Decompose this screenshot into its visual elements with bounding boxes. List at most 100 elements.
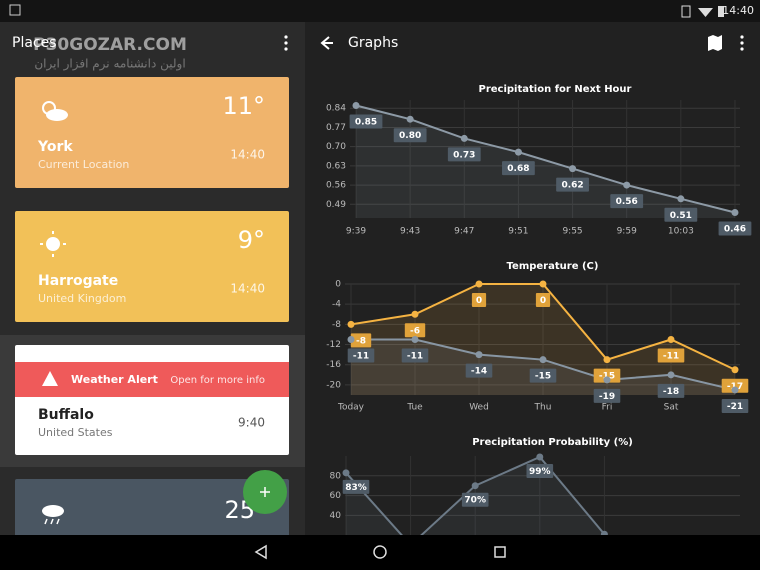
y-tick-label: 40 xyxy=(330,511,342,521)
area xyxy=(351,284,735,395)
alert-action[interactable]: Open for more info xyxy=(170,375,265,386)
label-bg xyxy=(465,363,493,378)
watermark-tagline: اولین دانشنامه نرم افزار ایران xyxy=(34,57,185,72)
data-label: 70% xyxy=(464,496,486,506)
data-label: -8 xyxy=(356,336,366,346)
data-label: 0 xyxy=(540,296,546,306)
graphs-menu[interactable] xyxy=(740,35,744,51)
area xyxy=(356,105,735,218)
x-tick-label: 10:03 xyxy=(668,227,694,237)
label-bg xyxy=(526,463,554,478)
point xyxy=(406,115,414,123)
label-bg xyxy=(610,194,644,209)
line xyxy=(355,104,736,214)
label-bg xyxy=(349,114,383,129)
label-bg xyxy=(657,348,685,363)
alert-title: Weather Alert xyxy=(71,373,158,386)
chart: Precipitation for Next Hour 0.49 0.56 0.63 0… xyxy=(326,84,752,237)
label-bg xyxy=(664,207,698,222)
y-tick-label: 80 xyxy=(330,471,342,481)
point xyxy=(475,280,483,288)
back-button[interactable] xyxy=(320,36,333,50)
point xyxy=(623,181,631,189)
data-label: 0.80 xyxy=(399,131,421,141)
status-time: 14:40 xyxy=(722,4,754,17)
x-tick-label: Sat xyxy=(664,403,679,413)
area xyxy=(351,339,735,395)
data-label: 0.56 xyxy=(616,197,638,207)
label-bg xyxy=(342,479,370,494)
label-bg xyxy=(393,128,427,143)
places-menu[interactable] xyxy=(284,35,288,51)
point xyxy=(677,195,685,203)
data-label: 0.68 xyxy=(507,164,529,174)
label-bg xyxy=(461,492,489,507)
point xyxy=(539,356,547,364)
point xyxy=(603,376,611,384)
data-label: -15 xyxy=(535,372,551,382)
y-tick-label: 60 xyxy=(330,491,342,501)
place-name: York xyxy=(37,139,73,155)
x-tick-label: 9:43 xyxy=(400,227,420,237)
nav-recents[interactable] xyxy=(494,546,506,558)
label-bg xyxy=(721,378,749,393)
place-time: 14:40 xyxy=(230,148,265,162)
x-tick-label: 9:47 xyxy=(454,227,474,237)
point xyxy=(667,371,675,379)
map-button[interactable] xyxy=(708,35,722,51)
data-label: 0.51 xyxy=(670,211,692,221)
charts: Precipitation for Next Hour 0.49 0.56 0.63 0… xyxy=(326,84,752,556)
place-region: United States xyxy=(38,426,113,439)
y-tick-label: 0.70 xyxy=(326,142,346,152)
battery-icon xyxy=(718,6,724,17)
point xyxy=(411,336,419,343)
data-label: 0 xyxy=(476,296,482,306)
graphs-title: Graphs xyxy=(348,35,398,51)
chart-title: Temperature (C) xyxy=(507,261,599,272)
add-button[interactable] xyxy=(243,470,287,514)
point xyxy=(514,148,522,156)
place-card[interactable]: Weather Alert Open for more info Buffalo… xyxy=(15,345,289,455)
label-bg xyxy=(447,147,481,162)
watermark-site: P30GOZAR.COM xyxy=(33,35,187,55)
point xyxy=(460,134,468,142)
label-bg xyxy=(471,293,487,307)
x-tick-label: 9:51 xyxy=(508,227,528,237)
place-card[interactable]: 11° York Current Location 14:40 xyxy=(15,77,289,188)
place-time: 9:40 xyxy=(238,416,265,430)
nav-home[interactable] xyxy=(373,545,387,559)
nav-back[interactable] xyxy=(254,544,267,560)
data-label: -11 xyxy=(407,352,423,362)
x-tick-label: Tue xyxy=(406,403,423,413)
navigation-bar xyxy=(0,535,760,570)
point xyxy=(411,310,419,318)
label-bg xyxy=(529,368,557,383)
point xyxy=(471,482,479,490)
y-tick-label: -16 xyxy=(326,360,341,370)
point xyxy=(536,453,544,461)
data-label: -19 xyxy=(599,392,615,402)
place-region: United Kingdom xyxy=(38,292,126,305)
label-bg xyxy=(347,348,375,363)
point xyxy=(347,320,355,328)
data-label: 83% xyxy=(345,483,367,493)
point xyxy=(603,356,611,364)
vibrate-icon xyxy=(681,5,691,18)
y-tick-label: 0.49 xyxy=(326,200,346,210)
y-tick-label: -20 xyxy=(326,380,341,390)
data-label: -11 xyxy=(353,352,369,362)
temperature: 9° xyxy=(238,226,265,254)
chart-title: Precipitation for Next Hour xyxy=(479,84,632,95)
y-tick-label: 0.84 xyxy=(326,104,346,114)
data-label: 0.62 xyxy=(561,181,583,191)
chart-title: Precipitation Probability (%) xyxy=(472,437,633,448)
y-tick-label: -12 xyxy=(326,340,341,350)
x-tick-label: Fri xyxy=(602,403,613,413)
wifi-icon xyxy=(698,8,713,17)
point xyxy=(569,165,577,173)
label-bg xyxy=(721,398,749,413)
place-card[interactable]: 9° Harrogate United Kingdom 14:40 xyxy=(15,211,289,322)
data-label: -6 xyxy=(410,326,420,336)
place-name: Buffalo xyxy=(38,407,94,423)
